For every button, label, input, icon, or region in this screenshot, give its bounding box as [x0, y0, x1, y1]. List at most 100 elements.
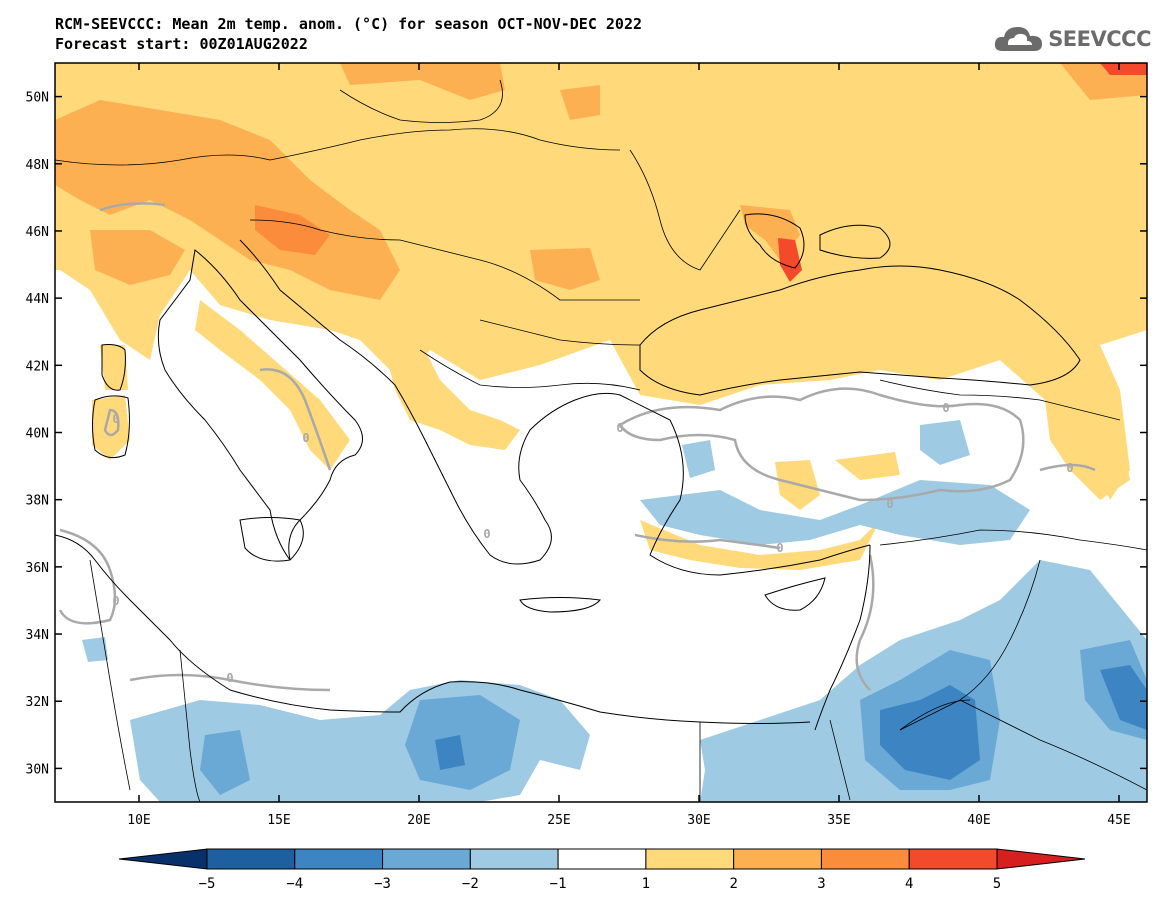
lon-tick-label: 45E — [1107, 813, 1130, 828]
contour-label-4: 0 — [112, 412, 119, 426]
corsica-coast — [101, 344, 126, 391]
warm-2c-carpathians — [530, 248, 600, 290]
contour-label-6: 0 — [226, 671, 233, 685]
colorbar-segment — [820, 848, 910, 870]
zero-contours — [58, 202, 1096, 692]
warm-4c-northeast — [1100, 63, 1147, 75]
balkan-coast — [239, 239, 871, 576]
lat-tick-label: 32N — [26, 695, 49, 710]
lon-tick-label: 10E — [127, 813, 150, 828]
zero-contour-sardinia — [103, 408, 120, 437]
lat-tick-label: 30N — [26, 762, 49, 777]
border-15 — [899, 699, 971, 731]
warm-anomaly-sardinia — [92, 395, 130, 460]
zero-contour-levant — [855, 554, 875, 691]
cold-anomaly-turkey-east — [920, 420, 970, 465]
colorbar-segment — [557, 848, 647, 870]
warm-anomaly-east-patch — [835, 452, 900, 480]
colorbar-tick-label: −1 — [550, 876, 567, 892]
logo: SEEVCCC — [994, 22, 1151, 56]
contour-label-10: 0 — [483, 527, 490, 541]
lat-tick-label: 38N — [26, 494, 49, 509]
warm-anomaly-italy — [195, 300, 350, 470]
zero-contour-east — [1039, 463, 1096, 472]
zero-contour-libya — [129, 673, 331, 692]
warm-anomaly-corsica — [100, 345, 128, 390]
zero-contour-alps — [99, 202, 166, 212]
lon-tick-label: 30E — [687, 813, 710, 828]
cloud-logo-icon — [995, 27, 1043, 51]
colorbar-tick-label: −2 — [462, 876, 479, 892]
lat-tick-label: 50N — [26, 91, 49, 106]
warm-2c-ukraine — [560, 85, 600, 120]
border-4 — [629, 149, 741, 271]
border-2 — [339, 79, 503, 123]
cold-2c-libya — [405, 695, 520, 790]
lat-tick-label: 48N — [26, 158, 49, 173]
border-3 — [249, 219, 640, 301]
contour-label-9: 0 — [1066, 461, 1073, 475]
zero-contour-anatolia — [618, 387, 1025, 502]
warm-anomaly-anatolia-coast — [640, 520, 880, 570]
warm-2c-alps — [90, 230, 185, 285]
border-12 — [179, 649, 201, 802]
coastlines — [55, 213, 1081, 731]
contour-label-8: 0 — [886, 497, 893, 511]
lat-tick-label: 42N — [26, 359, 49, 374]
map-area: 0 0 0 0 0 0 0 0 0 0 — [55, 63, 1147, 802]
border-8 — [879, 529, 1147, 551]
colorbar-segment — [382, 848, 471, 870]
contour-label-5: 0 — [112, 594, 119, 608]
colorbar-segment — [645, 848, 735, 870]
border-5 — [479, 319, 641, 346]
forecast-start: Forecast start: 00Z01AUG2022 — [55, 35, 308, 53]
lon-tick-label: 35E — [827, 813, 850, 828]
colorbar: −5 −4 −3 −2 −1 1 2 3 4 5 — [118, 848, 1086, 892]
crete-coast — [519, 597, 601, 613]
colorbar-segment — [908, 848, 998, 870]
logo-text: SEEVCCC — [1048, 27, 1151, 51]
page-title: RCM-SEEVCCC: Mean 2m temp. anom. (°C) fo… — [55, 15, 642, 33]
cold-3c-jordan — [880, 685, 980, 780]
lon-tick-label: 15E — [267, 813, 290, 828]
zero-contour-anatolia-south — [634, 533, 781, 550]
colorbar-tick-label: 3 — [817, 876, 825, 892]
north-africa-coast — [55, 534, 811, 724]
black-sea-coast — [639, 265, 1081, 396]
sardinia-coast — [92, 395, 130, 459]
lon-tick-label: 25E — [547, 813, 570, 828]
colorbar-segment — [469, 848, 559, 870]
colorbar-segment — [206, 848, 296, 870]
border-10 — [959, 699, 1147, 791]
lat-tick-label: 34N — [26, 628, 49, 643]
colorbar-low-extension — [118, 848, 208, 870]
cyprus-coast — [764, 577, 826, 611]
colorbar-tick-label: 4 — [905, 876, 913, 892]
contour-label-7: 0 — [776, 541, 783, 555]
border-1 — [55, 128, 621, 166]
warm-2c-north — [340, 63, 505, 100]
border-6 — [419, 349, 641, 391]
cold-anomaly-turkey-west — [682, 440, 715, 478]
cold-3c-iraq-east — [1100, 665, 1147, 730]
crimea-coast — [744, 213, 805, 269]
cold-anomaly-tunisia — [82, 637, 108, 662]
contour-label-3: 0 — [302, 431, 309, 445]
cold-3c-libya — [435, 735, 465, 770]
lon-axis: 10E 15E 20E 25E 30E 35E 40E 45E — [127, 63, 1131, 828]
sicily-coast — [239, 517, 304, 562]
lat-tick-label: 36N — [26, 561, 49, 576]
lon-tick-label: 20E — [407, 813, 430, 828]
zero-contour-italy — [259, 368, 332, 471]
contour-label-1: 0 — [942, 401, 949, 415]
warm-anomaly-east-anatolia — [1045, 395, 1130, 500]
colorbar-tick-label: −5 — [199, 876, 216, 892]
lat-tick-label: 44N — [26, 292, 49, 307]
colorbar-tick-label: −4 — [286, 876, 303, 892]
warm-4c-crimea — [778, 238, 802, 282]
border-7 — [879, 379, 1121, 421]
colorbar-tick-label: 1 — [642, 876, 650, 892]
cold-anomaly-anatolia — [640, 480, 1030, 545]
colorbar-tick-label: 5 — [993, 876, 1001, 892]
